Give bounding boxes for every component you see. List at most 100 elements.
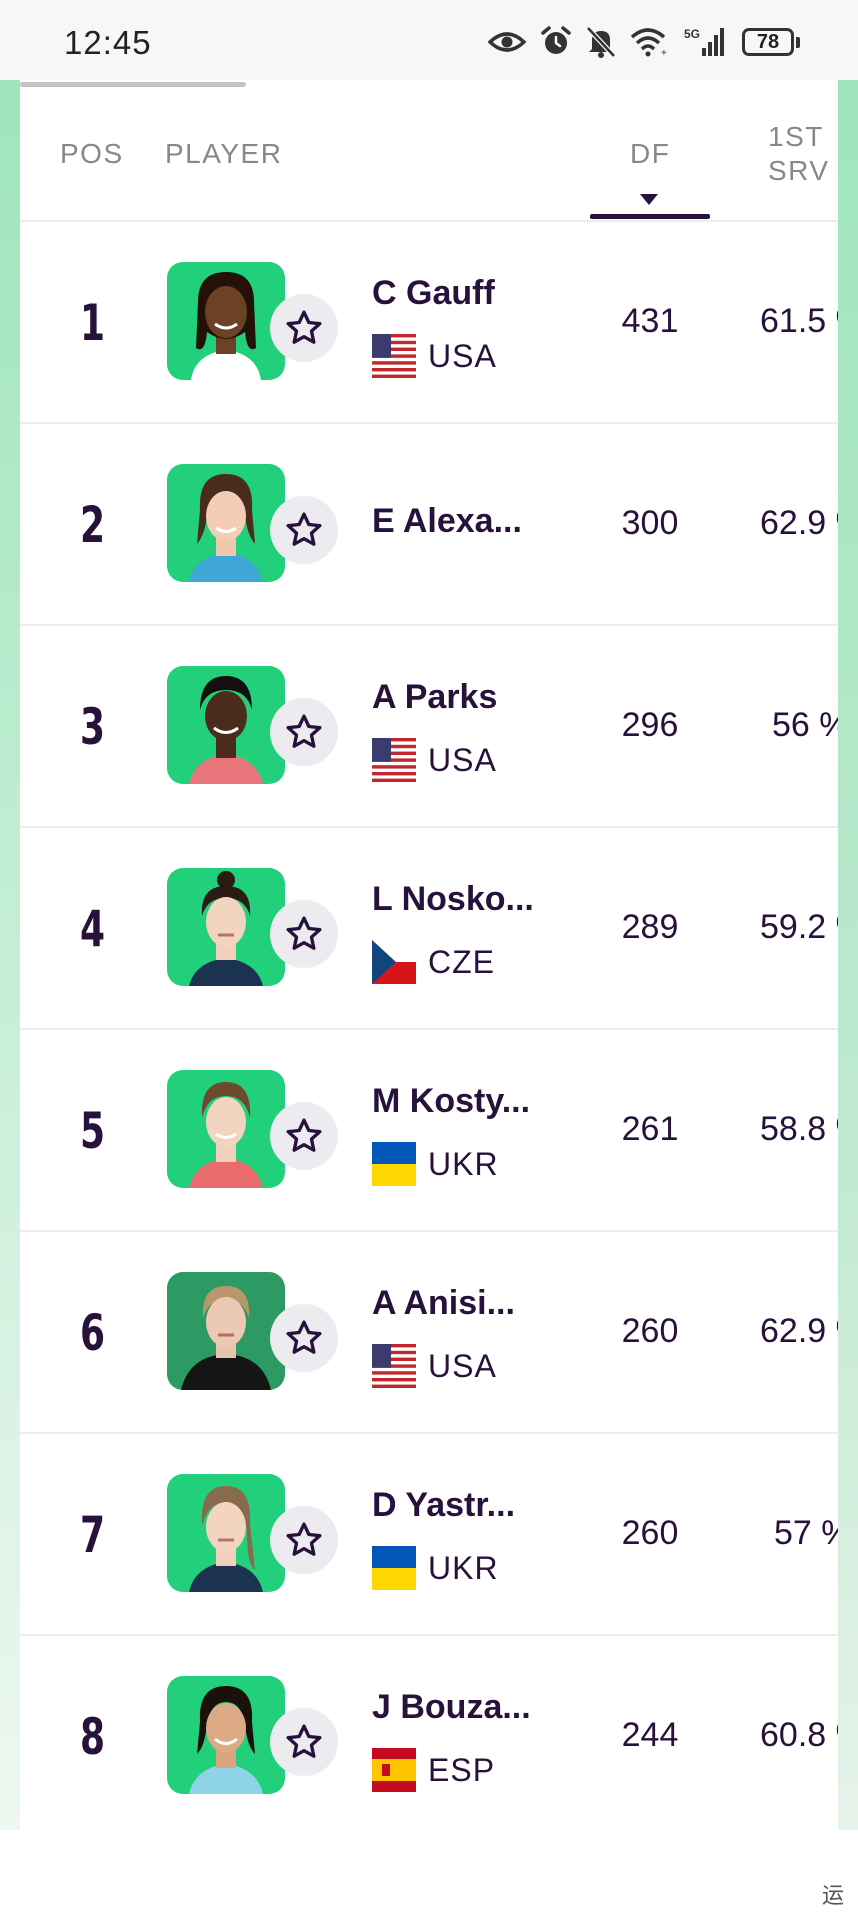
table-row[interactable]: 4 L Nosko... CZE 289 59.2 % [20,828,838,1030]
star-icon [286,916,322,950]
column-header-player[interactable]: PLAYER [165,138,283,169]
leaderboard-panel[interactable]: POS PLAYER DF 1ST SRV 1 C Gauff [20,80,838,1830]
player-name[interactable]: A Anisi... [372,1284,515,1322]
table-row[interactable]: 8 J Bouza... ESP 244 60.8 % [20,1636,838,1830]
country-code: USA [428,1347,497,1384]
favorite-star-button[interactable] [270,1708,338,1776]
watermark: 运 [821,1883,844,1908]
network-label: 5G [684,27,700,41]
table-row[interactable]: 3 A Parks USA 296 56 % [20,626,838,828]
double-faults-value: 296 [621,706,679,744]
favorite-star-button[interactable] [270,1304,338,1372]
country-code: ESP [428,1751,496,1788]
usa-flag-icon [372,738,416,782]
player-avatar[interactable] [167,1070,285,1188]
sort-descending-icon [640,194,658,205]
first-serve-value: 60.8 % [760,1716,838,1754]
player-avatar[interactable] [167,464,285,582]
player-name[interactable]: A Parks [372,678,498,716]
star-icon [286,310,322,344]
country-code: USA [428,337,497,374]
svg-text:+: + [661,48,667,57]
double-faults-value: 261 [621,1110,679,1148]
favorite-star-button[interactable] [270,1506,338,1574]
background-left-edge [0,80,20,1830]
spain-flag-icon [372,1748,416,1792]
rank-number: 7 [80,1506,106,1564]
scroll-indicator[interactable] [20,82,246,87]
rank-number: 5 [80,1102,106,1160]
country-code: CZE [428,943,495,980]
favorite-star-button[interactable] [270,496,338,564]
player-name[interactable]: E Alexa... [372,502,522,540]
rank-number: 4 [80,900,106,958]
player-country: USA [372,738,497,782]
player-name[interactable]: C Gauff [372,274,495,312]
player-avatar[interactable] [167,1676,285,1794]
star-icon [286,1522,322,1556]
star-icon [286,1118,322,1152]
favorite-star-button[interactable] [270,698,338,766]
player-avatar[interactable] [167,868,285,986]
player-country: CZE [372,940,495,984]
rank-number: 3 [80,698,106,756]
column-header-pos[interactable]: POS [60,138,124,169]
player-avatar[interactable] [167,262,285,380]
eye-icon [488,32,526,52]
first-serve-value: 62.9 % [760,504,838,542]
usa-flag-icon [372,1344,416,1388]
player-country: UKR [372,1546,499,1590]
rank-number: 8 [80,1708,106,1766]
star-icon [286,512,322,546]
first-serve-value: 62.9 % [760,1312,838,1350]
favorite-star-button[interactable] [270,1102,338,1170]
player-avatar[interactable] [167,666,285,784]
cellular-signal-icon: 5G [684,27,724,56]
player-country: UKR [372,1142,499,1186]
player-avatar[interactable] [167,1474,285,1592]
double-faults-value: 289 [621,908,679,946]
column-header-first-serve[interactable]: 1ST SRV [768,120,830,188]
table-row[interactable]: 5 M Kosty... UKR 261 58.8 % [20,1030,838,1232]
player-country: USA [372,334,497,378]
first-serve-value: 57 % [774,1514,838,1552]
status-time: 12:45 [64,24,152,61]
country-code: USA [428,741,497,778]
table-row[interactable]: 1 C Gauff USA 431 61.5 % [20,222,838,424]
column-header-df[interactable]: DF [630,138,671,169]
column-header-first-serve-line1: 1ST [768,121,824,152]
active-sort-underline [590,214,710,219]
star-icon [286,1724,322,1758]
usa-flag-icon [372,334,416,378]
double-faults-value: 260 [621,1312,679,1350]
player-name[interactable]: D Yastr... [372,1486,516,1524]
player-avatar[interactable] [167,1272,285,1390]
double-faults-value: 244 [621,1716,679,1754]
rank-number: 1 [80,294,106,352]
ukraine-flag-icon [372,1546,416,1590]
alarm-icon [541,26,571,54]
czech-flag-icon [372,940,416,984]
table-row[interactable]: 2 E Alexa... 300 62.9 % [20,424,838,626]
player-name[interactable]: M Kosty... [372,1082,531,1120]
first-serve-value: 58.8 % [760,1110,838,1148]
battery-level: 78 [742,28,794,56]
table-header: POS PLAYER DF 1ST SRV [20,80,838,222]
favorite-star-button[interactable] [270,294,338,362]
rank-number: 6 [80,1304,106,1362]
status-icons: + 5G 78 [488,26,800,58]
player-name[interactable]: J Bouza... [372,1688,531,1726]
background-right-edge [838,80,858,1830]
table-row[interactable]: 6 A Anisi... USA 260 62.9 % [20,1232,838,1434]
double-faults-value: 431 [621,302,679,340]
ukraine-flag-icon [372,1142,416,1186]
wifi-icon: + [630,28,667,57]
table-row[interactable]: 7 D Yastr... UKR 260 57 % [20,1434,838,1636]
country-code: UKR [428,1549,499,1586]
favorite-star-button[interactable] [270,900,338,968]
player-name[interactable]: L Nosko... [372,880,534,918]
rank-number: 2 [80,496,106,554]
country-code: UKR [428,1145,499,1182]
player-country: USA [372,1344,497,1388]
bottom-area [0,1830,858,1920]
